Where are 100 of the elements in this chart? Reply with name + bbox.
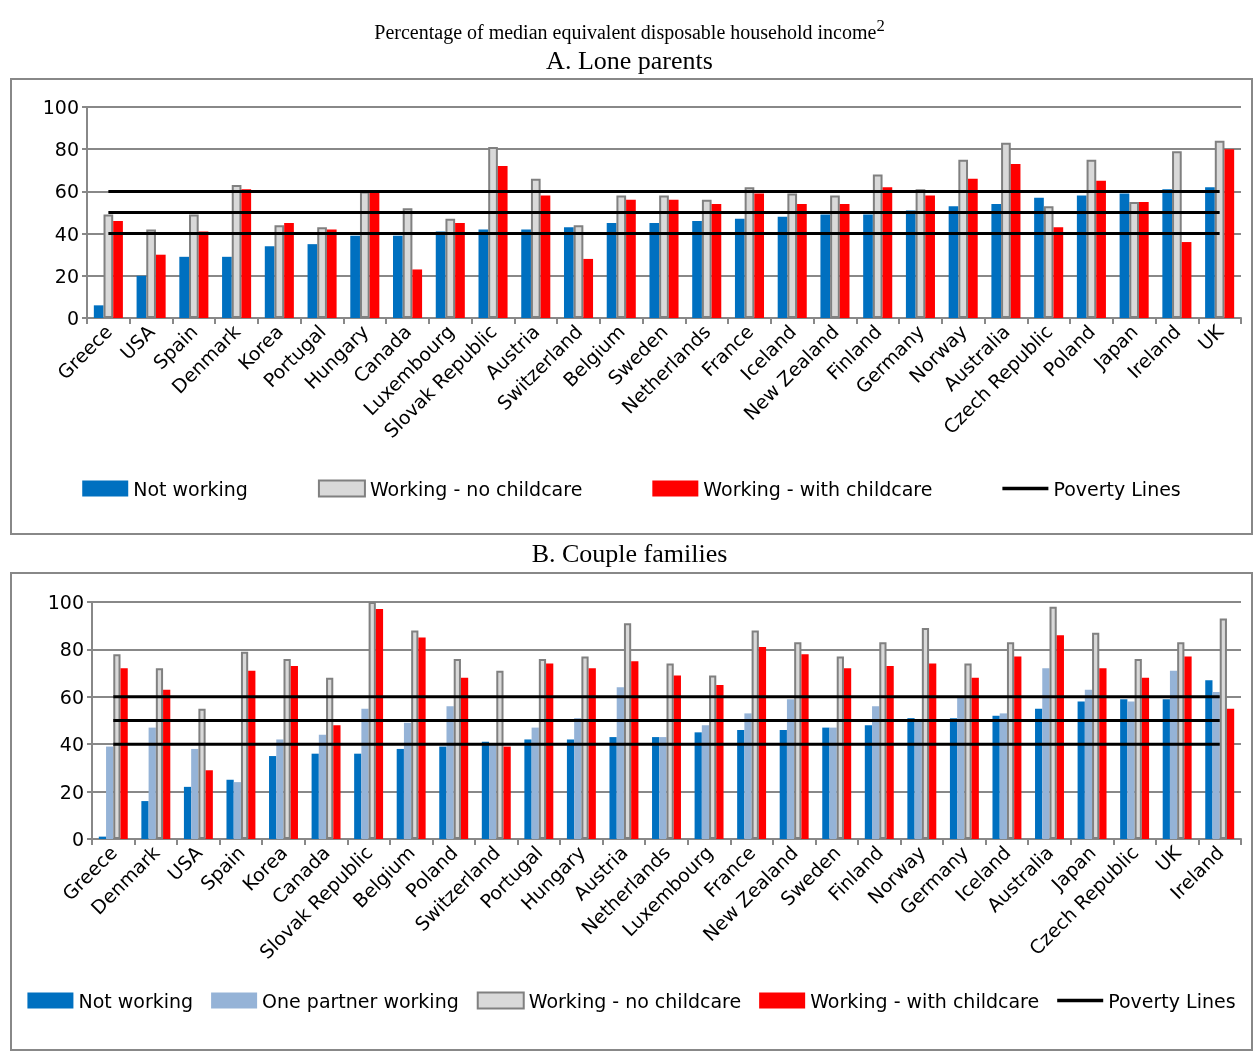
bar [1056, 635, 1064, 839]
bar [820, 214, 831, 318]
bar [93, 305, 104, 318]
bar [822, 727, 830, 839]
bar [957, 696, 965, 839]
bar [241, 189, 252, 318]
bar [497, 166, 508, 318]
bar [481, 741, 490, 839]
bar [412, 269, 423, 318]
legend-label: Not working [133, 477, 248, 500]
y-tick-label: 20 [54, 264, 79, 287]
legend-label: Not working [78, 989, 194, 1012]
legend-label: Working - no childcare [528, 989, 742, 1012]
bar [566, 739, 575, 839]
bar [1181, 242, 1192, 318]
bar [290, 665, 298, 839]
chart-title: Percentage of median equivalent disposable household income$^{2}$ [373, 16, 886, 43]
bar [1205, 680, 1213, 839]
bar [155, 668, 164, 839]
bar [872, 174, 883, 318]
bar [233, 782, 241, 839]
bar [183, 786, 192, 839]
bar [538, 658, 547, 839]
bar [489, 744, 497, 839]
bar [1226, 708, 1235, 839]
bar [1141, 677, 1150, 839]
bar [786, 699, 795, 839]
bar [1084, 689, 1093, 839]
chart-title: B. Couple families [530, 539, 729, 568]
bar [106, 746, 114, 839]
bar [779, 729, 787, 839]
bar [649, 223, 660, 318]
bar [797, 204, 807, 318]
bar [478, 229, 489, 318]
bar [1127, 701, 1135, 839]
bar [163, 689, 171, 839]
bar [248, 670, 256, 839]
bar [734, 218, 745, 318]
bar [530, 178, 541, 318]
bar [546, 663, 554, 839]
bar [999, 713, 1007, 839]
bar [1162, 189, 1173, 318]
y-tick-label: 60 [54, 180, 79, 203]
bar [435, 231, 446, 318]
bar [666, 663, 674, 839]
bar [777, 216, 788, 318]
bar [1129, 201, 1139, 318]
bar [141, 801, 149, 839]
bar [787, 193, 798, 318]
bar [113, 220, 123, 318]
bar [872, 706, 880, 839]
bar [574, 718, 582, 839]
bar [361, 708, 369, 839]
legend-label: Poverty Lines [1108, 989, 1236, 1012]
bar [307, 244, 318, 318]
bar [754, 193, 765, 318]
bar [968, 178, 978, 318]
bar [1077, 701, 1085, 839]
bar [393, 235, 403, 318]
bar [1035, 708, 1043, 839]
bar [1138, 201, 1149, 318]
bar [1120, 699, 1128, 839]
bar [929, 663, 937, 839]
bar [1042, 668, 1050, 839]
y-tick-label: 40 [59, 733, 84, 756]
bar [311, 753, 319, 839]
bar [155, 254, 166, 318]
bar [1184, 656, 1192, 839]
bar [326, 677, 334, 839]
x-tick-label: UK [1193, 319, 1228, 355]
bar [418, 637, 426, 839]
y-tick-label: 0 [66, 307, 79, 329]
bar [958, 159, 969, 318]
bar [925, 195, 935, 318]
bar [616, 687, 624, 839]
bar [445, 218, 456, 318]
bar [659, 737, 667, 839]
bar [581, 656, 589, 839]
bar [694, 732, 702, 839]
bar [744, 713, 752, 839]
bar [971, 677, 979, 839]
bar [198, 231, 209, 318]
bar [886, 665, 894, 839]
bar [836, 656, 844, 839]
bar [830, 195, 840, 318]
bar [113, 654, 121, 839]
bar [120, 668, 128, 839]
bar [907, 718, 915, 839]
bar [136, 275, 147, 318]
bar [269, 756, 277, 839]
bar [453, 658, 461, 839]
bar [588, 668, 596, 839]
bar [1205, 187, 1215, 318]
bar [496, 670, 504, 839]
y-tick-label: 20 [59, 780, 84, 803]
bar [1014, 656, 1022, 839]
bar [709, 675, 717, 839]
bar [317, 227, 327, 318]
bar [563, 227, 574, 318]
bar [179, 256, 190, 318]
